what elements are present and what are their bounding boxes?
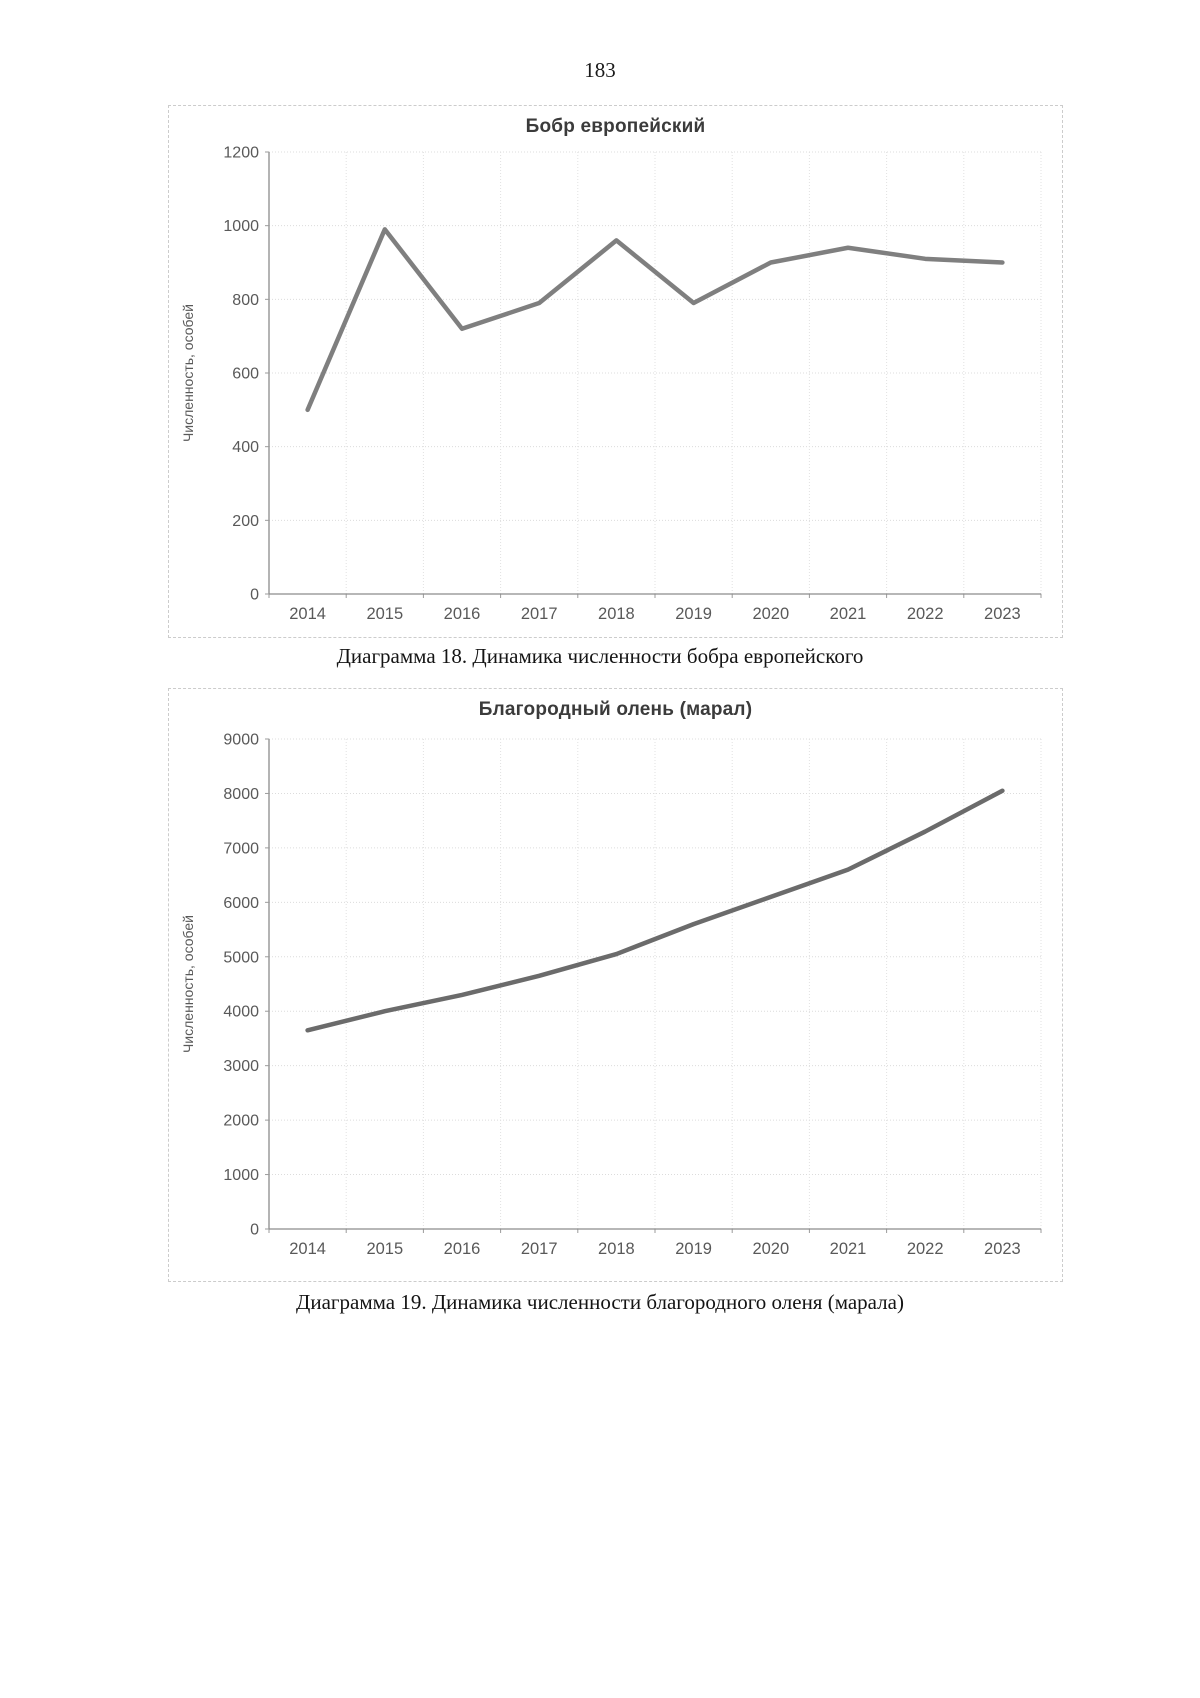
data-series-line: [305, 227, 1005, 413]
svg-text:2019: 2019: [675, 1240, 712, 1258]
gridlines: [268, 151, 1042, 598]
svg-text:2016: 2016: [444, 605, 481, 623]
svg-text:200: 200: [232, 513, 259, 530]
chart-caption-beaver: Диаграмма 18. Динамика численности бобра…: [336, 644, 864, 668]
svg-text:9000: 9000: [223, 732, 259, 749]
svg-text:1000: 1000: [223, 218, 259, 235]
svg-text:4000: 4000: [223, 1004, 259, 1021]
svg-text:6000: 6000: [223, 895, 259, 912]
svg-text:2000: 2000: [223, 1113, 259, 1130]
svg-text:2016: 2016: [444, 1240, 481, 1258]
svg-text:2014: 2014: [289, 1240, 326, 1258]
svg-text:400: 400: [232, 439, 259, 456]
svg-text:3000: 3000: [223, 1058, 259, 1075]
chart-title-beaver: Бобр европейский: [525, 116, 706, 137]
svg-text:0: 0: [250, 1222, 259, 1239]
svg-text:800: 800: [232, 292, 259, 309]
svg-text:2022: 2022: [907, 605, 944, 623]
x-tick-labels: 2014 2015 2016 2017 2018 2019 2020 2021 2022 2023: [289, 605, 1021, 623]
svg-text:2018: 2018: [598, 1240, 635, 1258]
svg-text:1000: 1000: [223, 1167, 259, 1184]
svg-text:2018: 2018: [598, 605, 635, 623]
svg-text:600: 600: [232, 366, 259, 383]
svg-text:2021: 2021: [830, 605, 867, 623]
svg-text:5000: 5000: [223, 949, 259, 966]
svg-text:2015: 2015: [366, 1240, 403, 1258]
svg-text:2023: 2023: [984, 605, 1021, 623]
chart-caption-maral: Диаграмма 19. Динамика численности благо…: [296, 1290, 904, 1314]
gridlines: [268, 738, 1042, 1233]
svg-text:2014: 2014: [289, 605, 326, 623]
y-tick-labels: 0 1000 2000 3000 4000 5000 6000 7000 8000 9000: [223, 732, 269, 1239]
y-tick-labels: 0 200 400 600 800 1000 1200: [223, 145, 269, 604]
svg-text:2017: 2017: [521, 1240, 558, 1258]
svg-text:8000: 8000: [223, 786, 259, 803]
svg-text:2021: 2021: [830, 1240, 867, 1258]
chart-figure-maral: Благородный олень (марал) Численность, о…: [168, 688, 1063, 1282]
x-tick-labels: 2014 2015 2016 2017 2018 2019 2020 2021 2022 2023: [289, 1240, 1021, 1258]
svg-text:1200: 1200: [223, 145, 259, 162]
chart-figure-beaver: Бобр европейский Численность, особей 0 20…: [168, 105, 1063, 638]
svg-text:2019: 2019: [675, 605, 712, 623]
svg-text:2023: 2023: [984, 1240, 1021, 1258]
svg-text:2015: 2015: [366, 605, 403, 623]
svg-text:2017: 2017: [521, 605, 558, 623]
page-number: 183: [584, 58, 616, 82]
chart-title-maral: Благородный олень (марал): [478, 699, 753, 720]
line-chart-maral: 0 1000 2000 3000 4000 5000 6000 7000 8000 9000 201…: [223, 732, 1042, 1258]
svg-text:2020: 2020: [752, 1240, 789, 1258]
data-series-line: [305, 788, 1005, 1033]
svg-text:0: 0: [250, 587, 259, 604]
svg-text:2020: 2020: [752, 605, 789, 623]
svg-text:2022: 2022: [907, 1240, 944, 1258]
axes: [268, 739, 1041, 1230]
svg-text:7000: 7000: [223, 840, 259, 857]
